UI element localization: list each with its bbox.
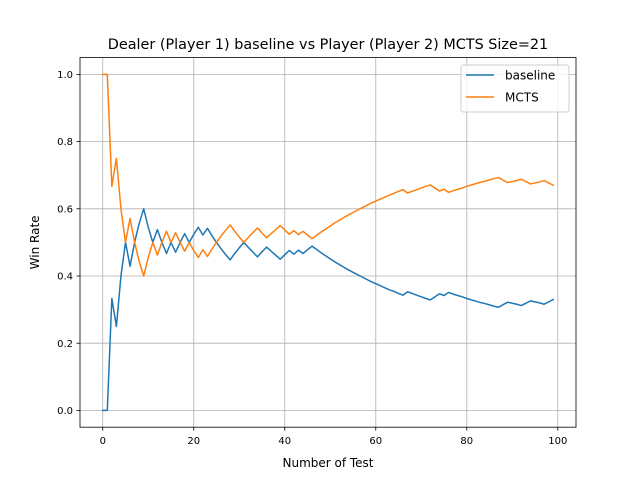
grid	[80, 57, 576, 428]
x-tick-label: 60	[369, 436, 382, 447]
legend-label-mcts: MCTS	[505, 91, 539, 105]
y-tick-label: 1.0	[57, 70, 73, 81]
series-line-baseline	[102, 208, 555, 412]
legend-label-baseline: baseline	[505, 69, 555, 83]
legend-box	[460, 64, 570, 113]
axis-ticks: 0 20 40 60 80 100 0.0 0.2 0.4 0.6 0.8 1.0	[57, 70, 567, 447]
y-tick-label: 0.0	[57, 406, 73, 417]
y-tick-label: 0.4	[57, 272, 73, 283]
series-lines	[102, 73, 555, 412]
y-tick-label: 0.2	[57, 339, 73, 350]
x-tick-label: 100	[548, 436, 567, 447]
y-tick-label: 0.6	[57, 204, 73, 215]
plot-frame	[79, 57, 577, 428]
chart-title: Dealer (Player 1) baseline vs Player (Pl…	[108, 37, 548, 53]
series-line-mcts	[102, 73, 555, 277]
legend: baseline MCTS	[460, 64, 570, 113]
x-axis-label: Number of Test	[282, 456, 373, 470]
x-tick-label: 40	[278, 436, 291, 447]
x-tick-label: 20	[187, 436, 200, 447]
y-axis-label: Win Rate	[28, 215, 42, 269]
x-tick-label: 0	[100, 436, 106, 447]
x-tick-label: 80	[460, 436, 473, 447]
y-tick-label: 0.8	[57, 137, 73, 148]
